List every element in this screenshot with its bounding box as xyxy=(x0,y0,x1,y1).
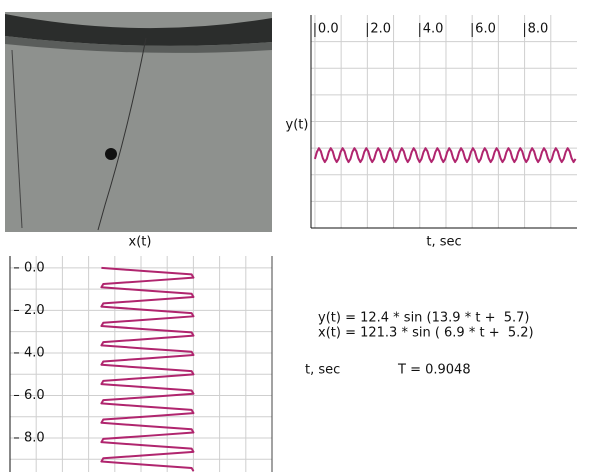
time-tick-label: 0.0 xyxy=(24,260,45,275)
chart: 0.0 2.0 4.0 6.0 8.0 x(t) xyxy=(9,235,273,472)
time-tick-label: 0.0 xyxy=(318,22,339,37)
video-frame-edge xyxy=(5,14,272,46)
data-line xyxy=(313,147,577,164)
time-tick-label: 4.0 xyxy=(423,22,444,37)
axis-label: y(t) xyxy=(286,118,309,133)
time-tick-label: 2.0 xyxy=(24,303,45,318)
time-tick-label: 8.0 xyxy=(528,22,549,37)
time-tick-label: 6.0 xyxy=(475,22,496,37)
axis-label: t, sec xyxy=(426,235,461,250)
axis-label: x(t) xyxy=(129,235,152,250)
data-line xyxy=(100,266,195,472)
time-tick-label: 2.0 xyxy=(370,22,391,37)
pendulum-string xyxy=(97,37,147,231)
equation: y(t) = 12.4 * sin (13.9 * t + 5.7) xyxy=(318,311,529,326)
time-label: t, sec xyxy=(305,363,340,378)
pendulum-bob xyxy=(105,148,117,160)
video-frame xyxy=(5,12,272,232)
period: T = 0.9048 xyxy=(397,363,471,378)
time-tick-label: 8.0 xyxy=(24,430,45,445)
time-tick-label: 4.0 xyxy=(24,345,45,360)
video-frame-shade xyxy=(5,36,272,53)
time-tick-label: 6.0 xyxy=(24,388,45,403)
video-line xyxy=(11,49,23,229)
equation: x(t) = 121.3 * sin ( 6.9 * t + 5.2) xyxy=(318,326,534,341)
chart: 0.0 2.0 4.0 6.0 8.0 y(t) t, sec xyxy=(286,15,577,250)
